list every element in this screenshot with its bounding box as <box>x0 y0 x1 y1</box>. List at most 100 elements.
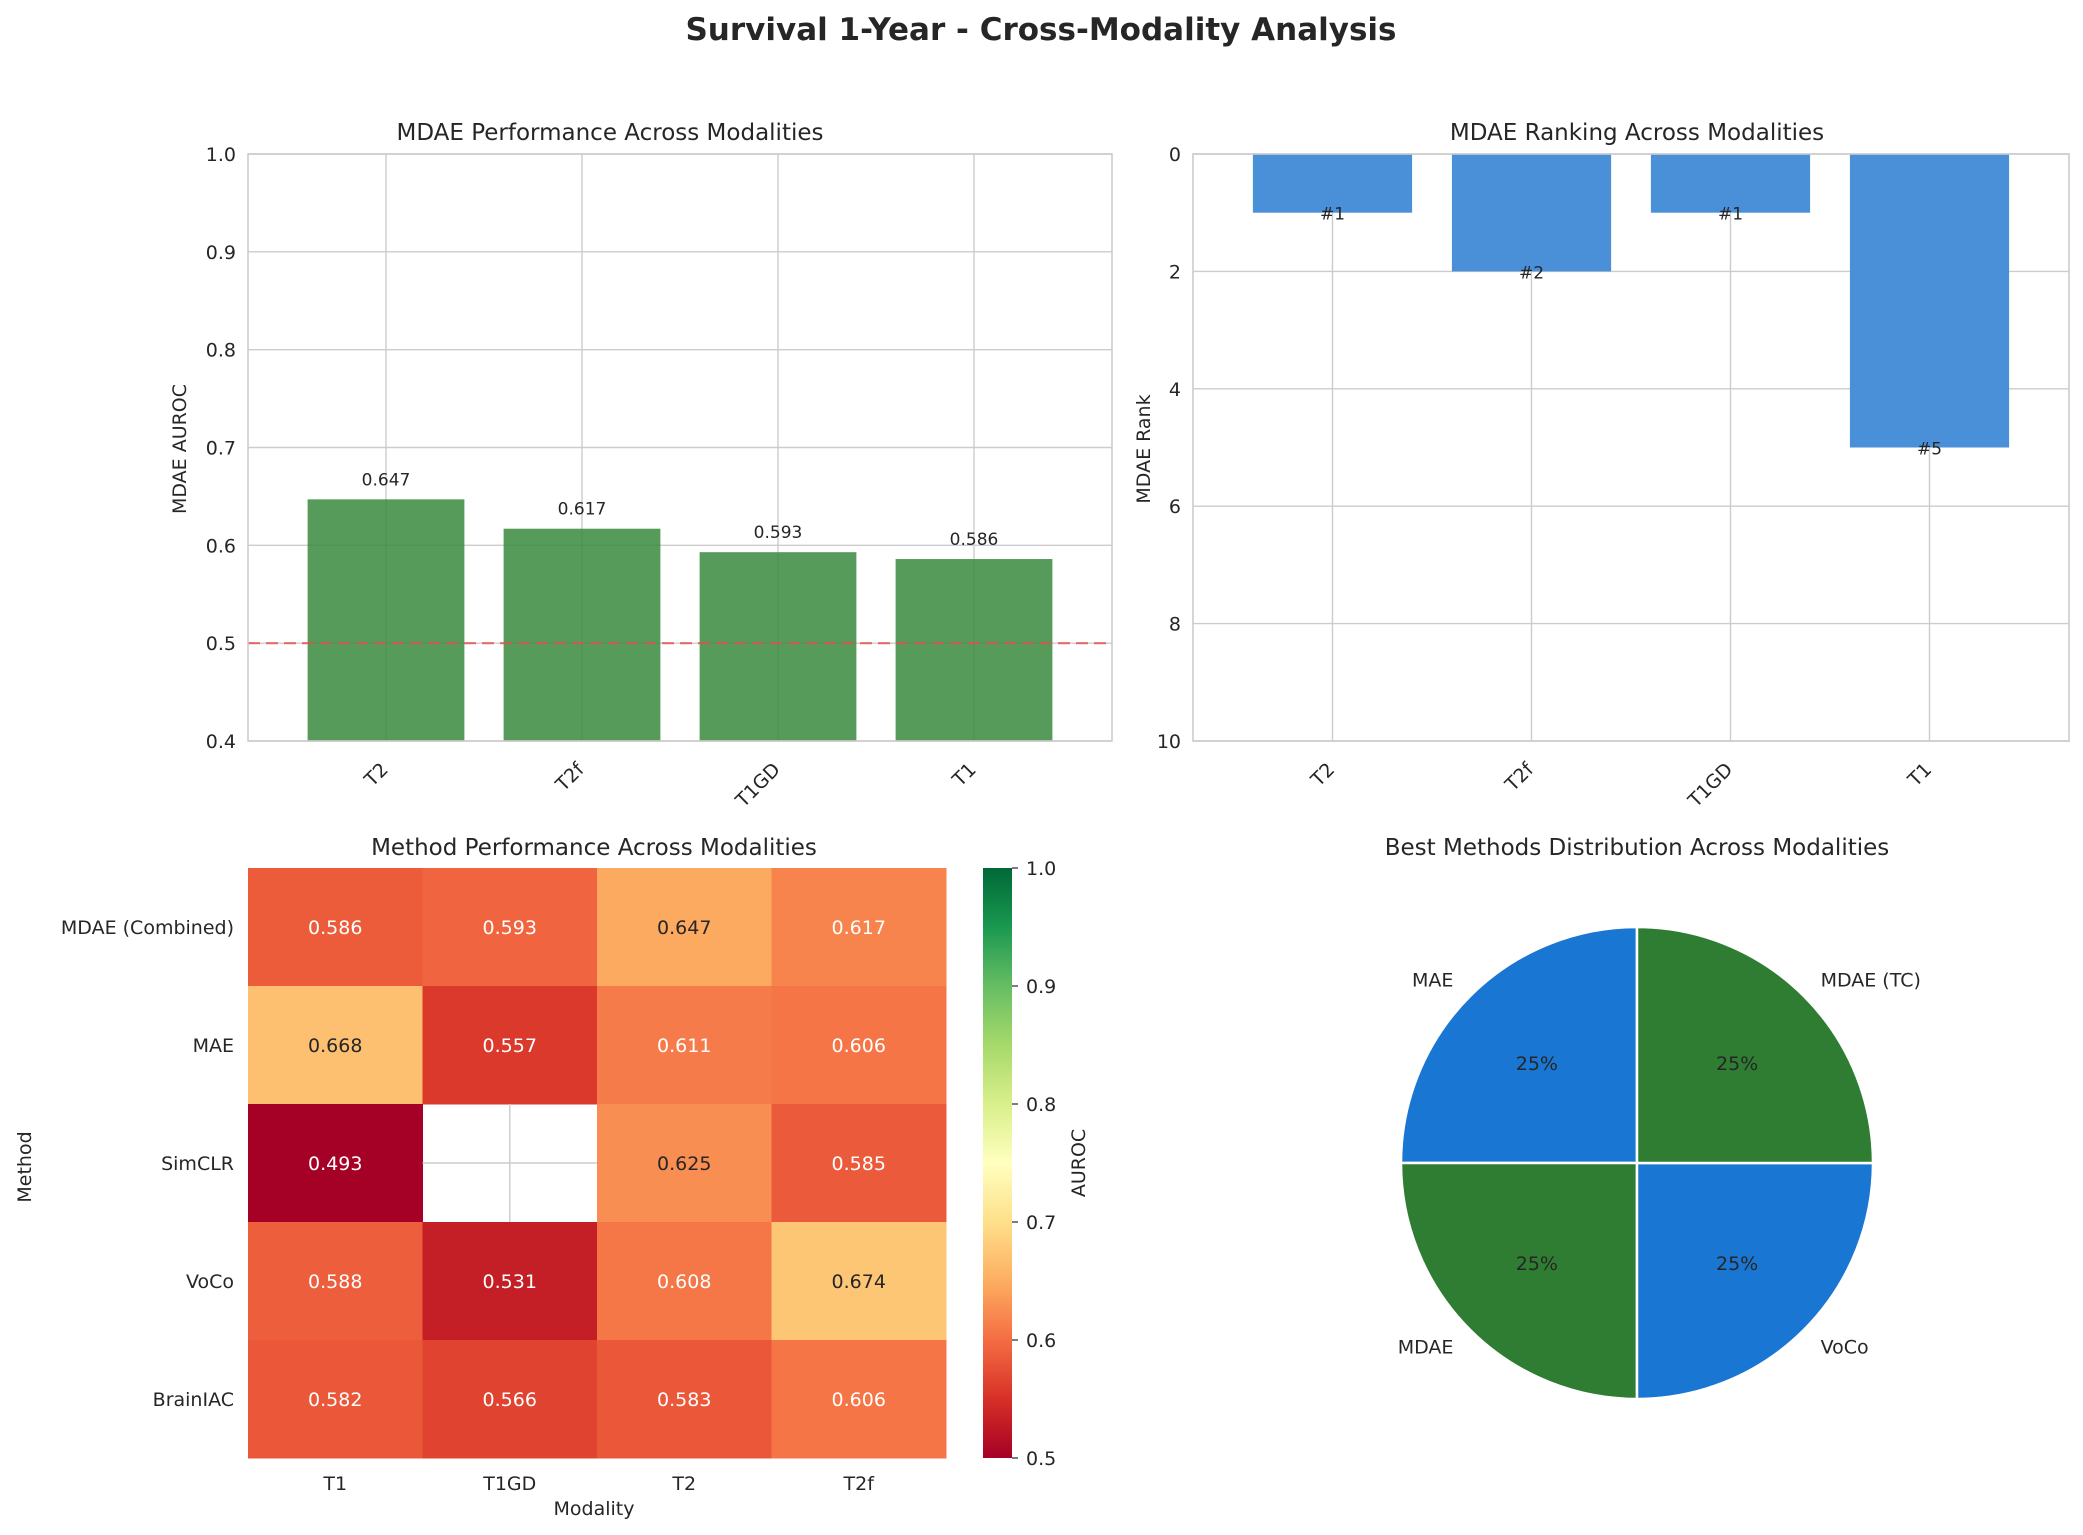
heatmap-cell <box>248 1340 423 1459</box>
ranking-y-tick-label: 0 <box>1169 144 1181 166</box>
ranking-data-label: #1 <box>1320 205 1345 225</box>
pie-labels: MAE MDAE VoCo MDAE (TC) <box>1398 969 1921 1358</box>
heatmap-row-label: BrainIAC <box>153 1389 234 1411</box>
pie-slice-label: VoCo <box>1821 1337 1869 1359</box>
colorbar-ticks: 0.5 0.6 0.7 0.8 0.9 1.0 <box>1012 858 1056 1470</box>
performance-bar <box>503 528 661 741</box>
heatmap-row-label: VoCo <box>186 1271 234 1293</box>
heatmap-ylabel: Method <box>14 1131 36 1202</box>
heatmap-cell <box>597 1104 772 1223</box>
heatmap-column-label: T1GD <box>482 1473 536 1495</box>
ranking-bar <box>1650 154 1811 213</box>
heatmap-cell <box>771 1340 947 1459</box>
figure-title: Survival 1-Year - Cross-Modality Analysi… <box>685 12 1396 48</box>
ranking-ylabel: MDAE Rank <box>1133 394 1155 503</box>
performance-ylabel: MDAE AUROC <box>169 384 191 514</box>
heatmap-value: 0.583 <box>657 1389 711 1411</box>
colorbar-tick-label: 0.8 <box>1026 1094 1056 1116</box>
heatmap-value: 0.617 <box>832 917 886 939</box>
ranking-y-tick-label: 8 <box>1169 614 1181 636</box>
ranking-x-tick-label: T2f <box>1500 758 1539 797</box>
performance-y-tick-label: 0.4 <box>206 731 236 753</box>
heatmap-value: 0.557 <box>483 1035 537 1057</box>
ranking-data-label: #2 <box>1519 263 1544 283</box>
heatmap-cell <box>771 1104 947 1223</box>
heatmap-value: 0.582 <box>308 1389 362 1411</box>
heatmap-value: 0.531 <box>483 1271 537 1293</box>
ranking-panel: MDAE Ranking Across Modalities MDAE Rank… <box>1133 120 2070 813</box>
heatmap-column-label: T2f <box>843 1473 876 1495</box>
heatmap-title: Method Performance Across Modalities <box>371 835 817 861</box>
performance-panel: MDAE Performance Across Modalities MDAE … <box>169 120 1113 813</box>
heatmap-row-label: MAE <box>193 1035 234 1057</box>
heatmap-value: 0.647 <box>657 917 711 939</box>
ranking-bar <box>1451 154 1612 272</box>
heatmap-cells <box>248 868 947 1459</box>
pie-percentages: 25% 25% 25% 25% <box>1516 1053 1758 1275</box>
pie-slice-percentage: 25% <box>1716 1253 1758 1275</box>
ranking-bar <box>1252 154 1413 213</box>
ranking-x-tick-label: T1 <box>1903 759 1936 792</box>
heatmap-column-label: T2 <box>671 1473 696 1495</box>
performance-x-tick-label: T2 <box>360 759 393 792</box>
heatmap-value: 0.606 <box>832 1035 886 1057</box>
heatmap-value: 0.625 <box>657 1153 711 1175</box>
performance-bar <box>307 499 465 741</box>
heatmap-cell <box>597 1222 772 1341</box>
performance-y-tick-label: 0.9 <box>206 242 236 264</box>
ranking-x-ticks: T2 T2f T1GD T1 <box>1306 758 1936 813</box>
colorbar-tick-label: 1.0 <box>1026 858 1056 880</box>
ranking-y-tick-label: 2 <box>1169 261 1181 283</box>
heatmap-row-label: MDAE (Combined) <box>61 917 234 939</box>
colorbar-tick-label: 0.9 <box>1026 976 1056 998</box>
heatmap-cell <box>771 868 947 987</box>
heatmap-value: 0.606 <box>832 1389 886 1411</box>
performance-y-tick-label: 0.8 <box>206 340 236 362</box>
performance-data-label: 0.617 <box>558 500 607 520</box>
heatmap-cell <box>597 868 772 987</box>
ranking-data-label: #5 <box>1917 440 1942 460</box>
performance-bars <box>307 499 1053 741</box>
heatmap-cell <box>771 986 947 1105</box>
heatmap-xlabel: Modality <box>554 1498 635 1520</box>
heatmap-cell <box>422 986 598 1105</box>
heatmap-row-label: SimCLR <box>161 1153 234 1175</box>
heatmap-cell <box>248 1222 423 1341</box>
performance-x-tick-label: T1GD <box>731 759 785 813</box>
heatmap-column-label: T1 <box>322 1473 347 1495</box>
pie-slice <box>1399 1161 1639 1401</box>
colorbar-tick-label: 0.7 <box>1026 1212 1056 1234</box>
heatmap-value: 0.588 <box>308 1271 362 1293</box>
performance-y-tick-label: 0.5 <box>206 633 236 655</box>
colorbar <box>983 868 1012 1458</box>
performance-x-tick-label: T2f <box>551 758 590 797</box>
ranking-bar <box>1849 154 2010 448</box>
heatmap-values: 0.586 0.593 0.647 0.617 0.668 0.557 0.611 0.606… <box>308 917 886 1411</box>
performance-bar <box>895 559 1053 741</box>
heatmap-cell <box>422 1340 598 1459</box>
ranking-y-tick-label: 4 <box>1169 379 1181 401</box>
ranking-title: MDAE Ranking Across Modalities <box>1450 120 1824 146</box>
ranking-x-tick-label: T2 <box>1306 759 1339 792</box>
performance-y-tick-label: 1.0 <box>206 144 236 166</box>
pie-slice-percentage: 25% <box>1516 1253 1558 1275</box>
pie-slice-percentage: 25% <box>1716 1053 1758 1075</box>
pie-slice-label: MAE <box>1412 969 1453 991</box>
heatmap-cell <box>248 868 423 987</box>
performance-y-tick-label: 0.6 <box>206 535 236 557</box>
heatmap-panel: Method Performance Across Modalities Met… <box>14 835 1090 1520</box>
heatmap-value: 0.668 <box>308 1035 362 1057</box>
ranking-bars <box>1252 154 2010 448</box>
heatmap-cell <box>771 1222 947 1341</box>
performance-data-labels: 0.647 0.617 0.593 0.586 <box>362 470 999 550</box>
heatmap-value: 0.611 <box>657 1035 711 1057</box>
performance-frame <box>247 153 1113 742</box>
heatmap-cell <box>422 1222 598 1341</box>
performance-title: MDAE Performance Across Modalities <box>397 120 824 146</box>
heatmap-cell <box>248 986 423 1105</box>
ranking-y-tick-label: 6 <box>1169 496 1181 518</box>
heatmap-value: 0.674 <box>832 1271 886 1293</box>
ranking-y-tick-label: 10 <box>1157 731 1181 753</box>
performance-data-label: 0.647 <box>362 470 411 490</box>
heatmap-value: 0.493 <box>308 1153 362 1175</box>
